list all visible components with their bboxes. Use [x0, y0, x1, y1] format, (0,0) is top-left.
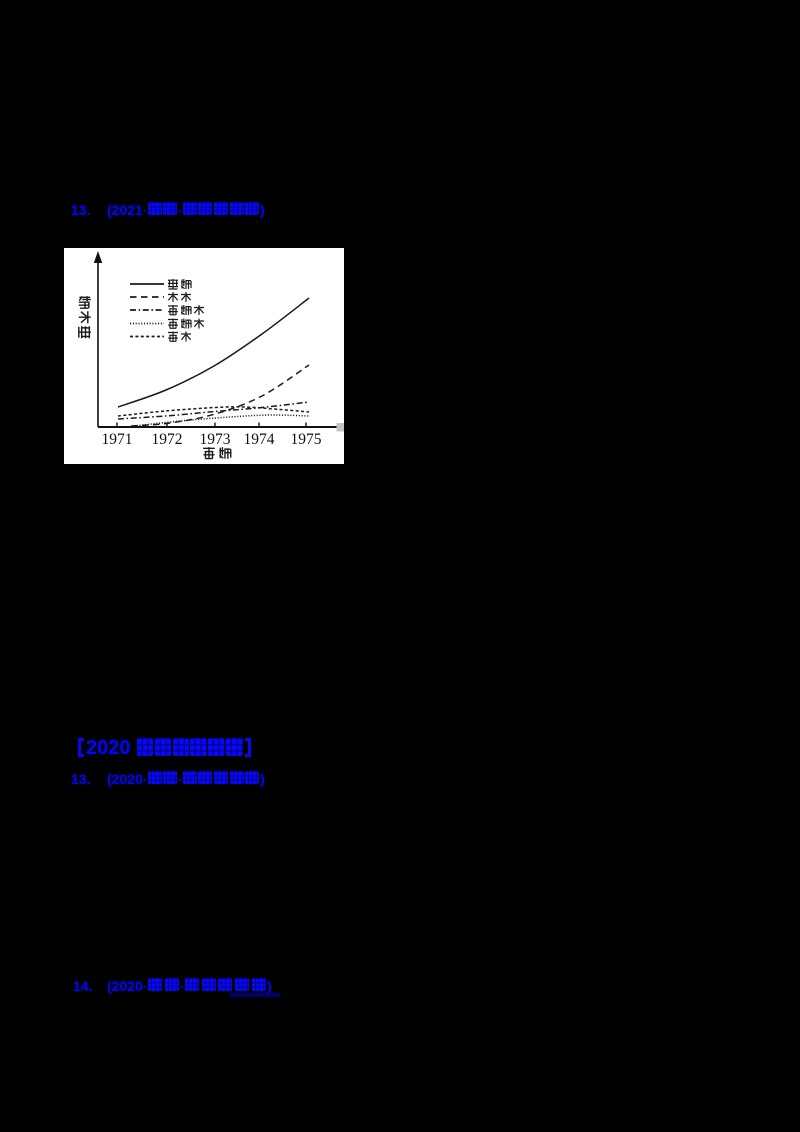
svg-text:1974: 1974	[244, 431, 275, 448]
svg-text:1973: 1973	[200, 431, 231, 448]
svg-text:1975: 1975	[291, 431, 322, 448]
svg-text:1971: 1971	[102, 431, 133, 448]
svg-text:1972: 1972	[152, 431, 183, 448]
